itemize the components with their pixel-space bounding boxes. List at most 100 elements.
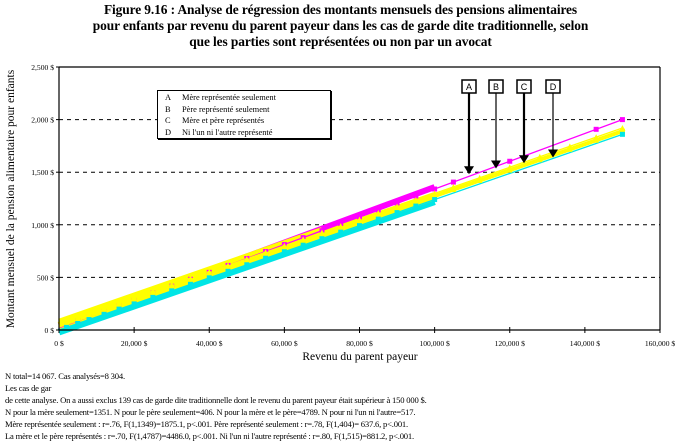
y-tick-label: 2,000 $ xyxy=(31,116,54,125)
y-tick-label: 1,000 $ xyxy=(31,221,54,230)
legend-key: A xyxy=(165,93,172,102)
data-marker xyxy=(131,297,137,303)
legend-label: Mère et père représentés xyxy=(182,116,265,126)
note-truncated: Les cas de gar xyxy=(5,383,52,393)
legend-key: C xyxy=(165,116,171,126)
data-marker xyxy=(537,157,543,163)
note-n-counts: N pour la mère seulement=1351. N pour le… xyxy=(5,407,416,417)
svg-text:B: B xyxy=(493,82,499,92)
note-stats-2: La mère et le père représentés : r=.70, … xyxy=(5,431,414,441)
regression-chart: 0 $ 500 $ 1,000 $ 1,500 $ 2,000 $ 2,500 $ 0 $ 2… xyxy=(5,63,675,363)
data-marker xyxy=(300,238,306,244)
data-marker xyxy=(150,290,156,296)
data-marker xyxy=(375,213,381,219)
x-tick-label: 100,000 $ xyxy=(419,339,450,348)
data-marker xyxy=(64,324,70,330)
x-tick-label: 80,000 $ xyxy=(346,339,373,348)
data-marker xyxy=(131,301,137,307)
data-marker xyxy=(169,284,175,290)
data-marker xyxy=(244,258,250,264)
legend-label: Père représenté seulement xyxy=(182,104,270,114)
arrow-head-icon xyxy=(548,149,558,158)
svg-text:C: C xyxy=(521,82,528,92)
data-marker xyxy=(619,131,625,137)
data-marker xyxy=(450,187,456,193)
data-marker xyxy=(413,193,419,199)
y-tick-label: 2,500 $ xyxy=(31,63,54,72)
data-marker xyxy=(413,203,419,209)
data-marker xyxy=(263,251,269,257)
data-marker xyxy=(619,117,625,123)
data-marker xyxy=(86,317,92,323)
x-tick-label: 0 $ xyxy=(54,339,64,348)
data-marker xyxy=(507,158,513,164)
data-marker xyxy=(394,210,400,216)
data-marker xyxy=(300,242,306,248)
arrow-head-icon xyxy=(464,166,474,175)
annotation-d: D xyxy=(545,79,561,158)
svg-text:A: A xyxy=(466,82,472,92)
data-marker xyxy=(507,167,513,173)
y-tick-label: 500 $ xyxy=(37,273,54,282)
data-marker xyxy=(319,236,325,242)
data-marker xyxy=(75,320,81,326)
legend-label: Mère représentée seulement xyxy=(182,93,276,102)
legend: A Mère représentée seulement B Père repr… xyxy=(157,90,331,139)
note-exclusions: de cette analyse. On a aussi exclus 139 … xyxy=(5,395,427,405)
data-marker xyxy=(319,232,325,238)
data-marker xyxy=(281,245,287,251)
data-marker xyxy=(187,277,193,283)
data-marker xyxy=(206,275,212,281)
x-axis-label: Revenu du parent payeur xyxy=(302,351,417,363)
y-axis-label: Montant mensuel de la pension alimentair… xyxy=(5,69,17,328)
annotation-b: B xyxy=(488,79,504,169)
data-marker xyxy=(206,271,212,277)
data-marker xyxy=(375,207,381,213)
data-marker xyxy=(187,281,193,287)
data-marker xyxy=(225,264,231,270)
x-tick-label: 160,000 $ xyxy=(645,339,676,348)
data-marker xyxy=(375,216,381,222)
legend-item-a: A Mère représentée seulement xyxy=(165,92,330,104)
data-marker xyxy=(244,262,250,268)
data-marker xyxy=(86,312,92,318)
legend-key: D xyxy=(165,127,172,137)
y-tick-label: 1,500 $ xyxy=(31,168,54,177)
note-totals: N total=14 067. Cas analysés=8 304. xyxy=(5,371,125,381)
data-series xyxy=(57,117,626,336)
data-marker xyxy=(394,206,400,212)
legend-item-d: D Ni l'un ni l'autre représenté xyxy=(165,127,330,139)
series-band xyxy=(58,227,323,324)
data-marker xyxy=(169,288,175,294)
data-marker xyxy=(101,307,107,313)
x-tick-label: 120,000 $ xyxy=(495,339,526,348)
title-line-1: Figure 9.16 : Analyse de régression des … xyxy=(103,2,578,17)
data-marker xyxy=(101,311,107,317)
legend-item-c: C Mère et père représentés xyxy=(165,115,330,127)
y-tick-label: 0 $ xyxy=(45,326,55,335)
x-tick-label: 20,000 $ xyxy=(121,339,148,348)
legend-key: B xyxy=(165,104,171,114)
annotation-arrows: A B C D xyxy=(461,79,561,175)
title-line-2: pour enfants par revenu du parent payeur… xyxy=(92,18,589,33)
data-marker xyxy=(116,306,122,312)
footnotes: N total=14 067. Cas analysés=8 304. Les … xyxy=(5,370,427,442)
arrow-head-icon xyxy=(519,155,529,164)
title-line-3: que les parties sont représentées ou non… xyxy=(189,34,492,49)
x-tick-label: 60,000 $ xyxy=(271,339,298,348)
x-tick-label: 140,000 $ xyxy=(570,339,601,348)
data-marker xyxy=(593,126,599,132)
data-marker xyxy=(281,249,287,255)
svg-text:D: D xyxy=(550,82,557,92)
data-marker xyxy=(116,302,122,308)
data-marker xyxy=(477,177,483,183)
axes: 0 $ 500 $ 1,000 $ 1,500 $ 2,000 $ 2,500 $ 0 $ 2… xyxy=(31,63,675,348)
data-marker xyxy=(413,200,419,206)
annotation-c: C xyxy=(516,79,532,164)
data-marker xyxy=(357,219,362,225)
data-marker xyxy=(619,128,625,134)
chart-title: Figure 9.16 : Analyse de régression des … xyxy=(0,2,681,50)
legend-item-b: B Père représenté seulement xyxy=(165,104,330,116)
note-stats-1: Mère représentée seulement : r=.76, F(1,… xyxy=(5,419,408,429)
data-marker xyxy=(593,137,599,143)
